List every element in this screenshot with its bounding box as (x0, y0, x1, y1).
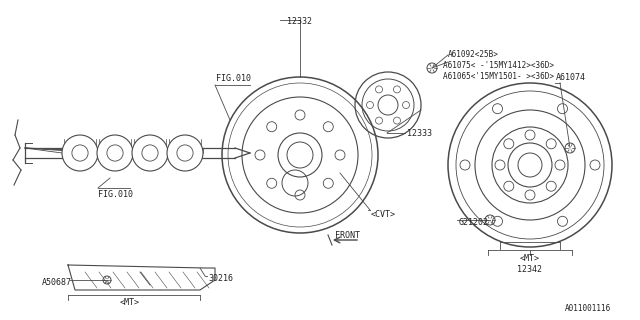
Text: A50687: A50687 (42, 278, 72, 287)
Circle shape (167, 135, 203, 171)
Circle shape (132, 135, 168, 171)
Text: <MT>: <MT> (120, 298, 140, 307)
Text: 12333: 12333 (407, 129, 432, 138)
Text: 30216: 30216 (208, 274, 233, 283)
Text: A011001116: A011001116 (565, 304, 611, 313)
Text: A61075< -'15MY1412><36D>: A61075< -'15MY1412><36D> (443, 61, 554, 70)
Text: 12342: 12342 (518, 265, 543, 274)
Text: G21202: G21202 (459, 218, 489, 227)
Text: FIG.010: FIG.010 (98, 190, 133, 199)
Circle shape (62, 135, 98, 171)
Text: A61092<25B>: A61092<25B> (448, 50, 499, 59)
Text: FIG.010: FIG.010 (216, 74, 251, 83)
Text: A61074: A61074 (556, 73, 586, 82)
Text: <MT>: <MT> (520, 254, 540, 263)
Text: 12332: 12332 (287, 17, 312, 26)
Text: FRONT: FRONT (335, 231, 360, 241)
Text: <CVT>: <CVT> (371, 210, 396, 219)
Circle shape (97, 135, 133, 171)
Text: A61065<'15MY1501- ><36D>: A61065<'15MY1501- ><36D> (443, 72, 554, 81)
